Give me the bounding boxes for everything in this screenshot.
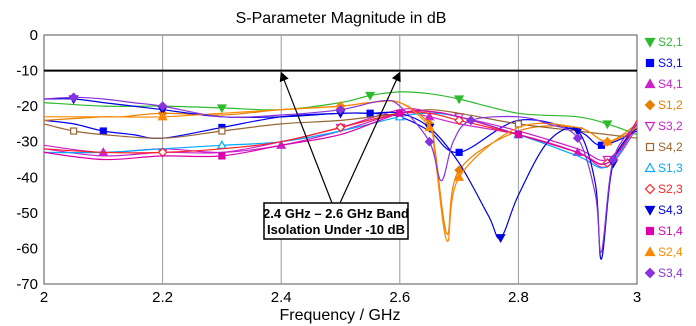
data-point [424, 136, 435, 147]
data-point [99, 127, 107, 135]
data-point [216, 104, 227, 114]
annotation-arrow-2.4 [279, 71, 333, 204]
data-point [454, 172, 465, 181]
legend-label: S4,1 [658, 77, 683, 91]
annotation-line-2: Isolation Under -10 dB [267, 222, 405, 237]
data-point [454, 115, 464, 126]
y-tick-0: 0 [30, 27, 38, 44]
legend-item-S2-3: S2,3 [644, 182, 683, 196]
y-tick--40: -40 [16, 169, 38, 186]
x-tick-3: 3 [633, 289, 641, 306]
legend-label: S3,2 [658, 119, 683, 133]
y-tick--30: -30 [16, 134, 38, 151]
legend-label: S1,4 [658, 224, 683, 238]
series-S2-4 [44, 99, 638, 242]
data-point [396, 109, 404, 117]
data-point [602, 120, 613, 130]
series-S1-4 [43, 109, 638, 165]
legend-marker-icon [644, 162, 656, 173]
data-point [365, 91, 376, 101]
data-point [466, 115, 476, 126]
x-tick-2: 2 [40, 289, 48, 306]
legend-marker-icon [644, 78, 656, 89]
legend-item-S3-2: S3,2 [644, 119, 683, 133]
legend-label: S1,2 [658, 98, 683, 112]
x-tick-2.6: 2.6 [389, 289, 410, 306]
legend-marker-icon [645, 226, 655, 236]
legend-item-S1-4: S1,4 [645, 224, 683, 238]
legend-label: S1,3 [658, 161, 683, 175]
x-axis-label: Frequency / GHz [280, 307, 401, 324]
data-point [157, 111, 168, 121]
data-point [335, 122, 346, 133]
annotation-arrow-2.6 [339, 71, 401, 204]
chart-title: S-Parameter Magnitude in dB [236, 10, 447, 27]
legend-item-S2-1: S2,1 [644, 35, 683, 49]
data-point [424, 122, 435, 132]
legend-marker-icon [645, 142, 655, 152]
data-point [514, 131, 523, 139]
series-layer [43, 91, 638, 260]
legend-label: S4,2 [658, 140, 683, 154]
legend-item-S1-3: S1,3 [644, 161, 683, 175]
legend-marker-icon [645, 58, 655, 68]
y-tick--60: -60 [16, 240, 38, 257]
annotation-box-frame [263, 202, 409, 240]
legend-item-S4-1: S4,1 [644, 77, 683, 91]
legend-item-S4-3: S4,3 [644, 203, 683, 217]
x-tick-2.8: 2.8 [508, 289, 529, 306]
data-point [455, 148, 463, 156]
y-tick--10: -10 [16, 63, 38, 80]
legend-marker-icon [644, 121, 656, 132]
plot-frame [43, 34, 638, 285]
data-point [335, 104, 346, 115]
data-point [157, 101, 168, 111]
data-point [70, 127, 78, 135]
annotation-arrows [279, 71, 401, 204]
y-tick-labels: 0 -10 -20 -30 -40 -50 -60 -70 [16, 27, 38, 293]
annotation-box: 2.4 GHz – 2.6 GHz Band Isolation Under -… [263, 202, 409, 240]
data-point [602, 136, 613, 146]
data-point [572, 133, 583, 144]
legend-marker-icon [644, 205, 656, 216]
legend-marker-icon [644, 99, 656, 111]
y-tick--50: -50 [16, 205, 38, 222]
data-point [218, 127, 226, 135]
data-point [218, 152, 226, 160]
legend-label: S2,1 [658, 35, 683, 49]
legend-label: S2,4 [658, 245, 683, 259]
legend-item-S3-4: S3,4 [644, 266, 683, 280]
data-point [68, 92, 79, 103]
annotation-line-1: 2.4 GHz – 2.6 GHz Band [263, 206, 409, 221]
legend-item-S4-2: S4,2 [645, 140, 683, 154]
series-S3-4 [43, 92, 638, 253]
x-tick-labels: 2 2.2 2.4 2.6 2.8 3 [40, 289, 641, 306]
legend-label: S4,3 [658, 203, 683, 217]
data-point [608, 154, 619, 165]
x-tick-2.2: 2.2 [152, 289, 173, 306]
series-line [44, 99, 638, 242]
y-tick--70: -70 [16, 276, 38, 293]
legend-item-S1-2: S1,2 [644, 98, 683, 112]
legend-label: S2,3 [658, 182, 683, 196]
legend-marker-icon [644, 183, 656, 195]
legend-item-S2-4: S2,4 [644, 245, 683, 259]
legend-item-S3-1: S3,1 [645, 56, 683, 70]
legend-marker-icon [644, 246, 656, 257]
data-point [454, 95, 465, 105]
legend-label: S3,1 [658, 56, 683, 70]
legend-label: S3,4 [658, 266, 683, 280]
data-point [495, 234, 506, 243]
y-tick--20: -20 [16, 98, 38, 115]
legend: S2,1 S3,1 S4,1 S1,2 S3,2 S4,2 S1,3 S2,3 S4,3 S1,4… [644, 35, 683, 280]
x-tick-2.4: 2.4 [271, 289, 292, 306]
legend-marker-icon [644, 37, 656, 48]
legend-marker-icon [644, 267, 656, 279]
data-point [514, 120, 523, 128]
